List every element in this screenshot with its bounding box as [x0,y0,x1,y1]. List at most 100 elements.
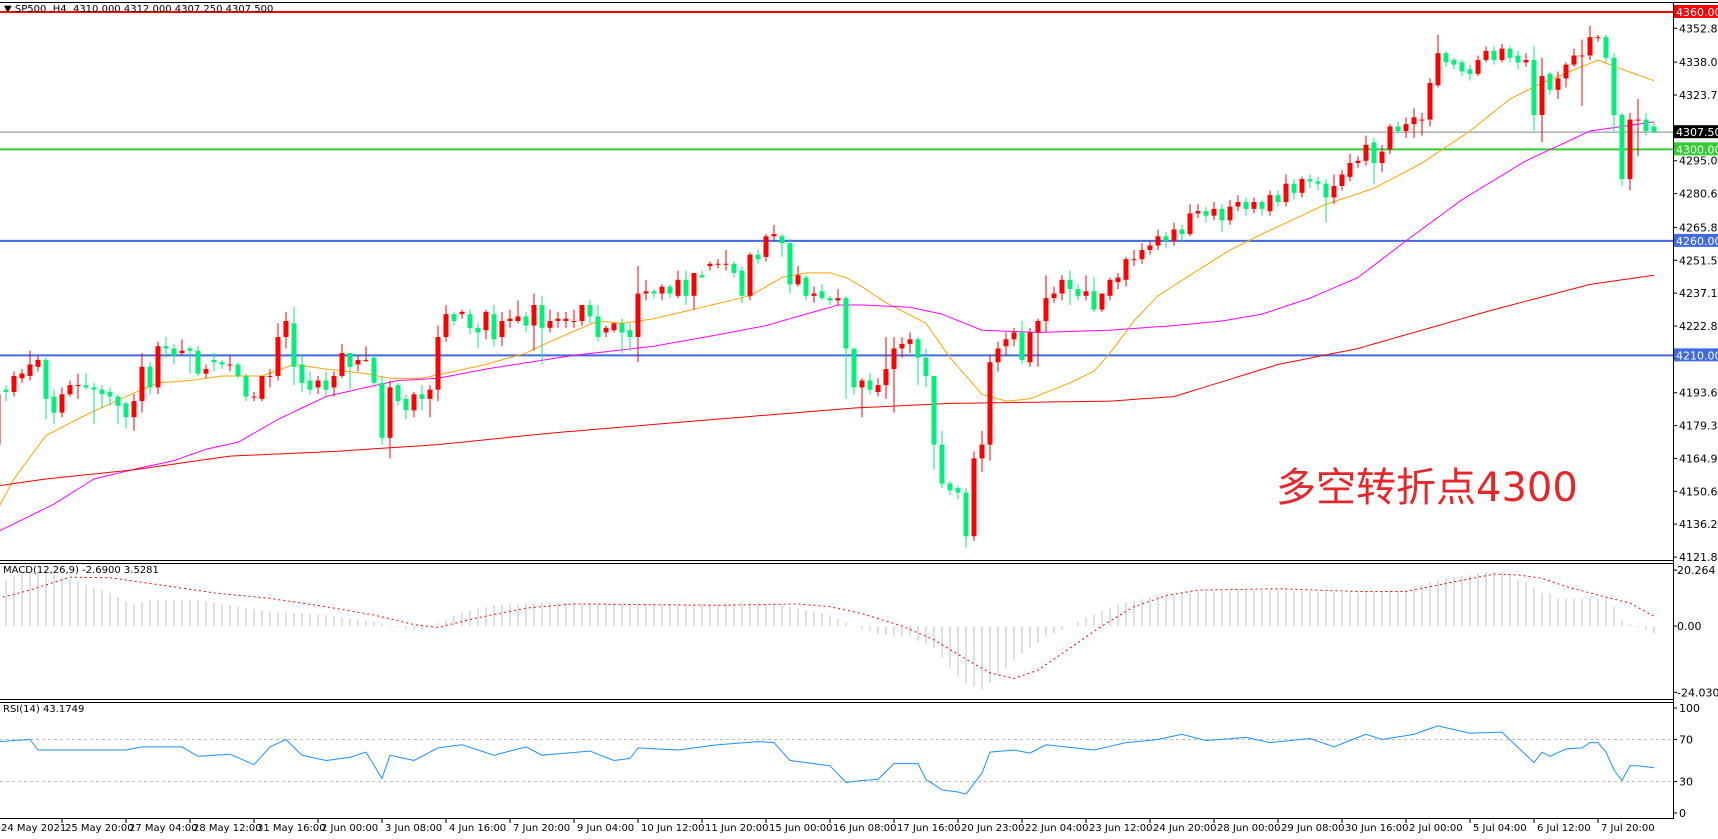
candle-body [987,362,993,445]
candle [251,391,257,402]
candle-body [1155,236,1161,246]
candle [1611,53,1617,132]
candle [203,364,209,379]
candle [35,355,41,372]
candle-body [91,387,97,390]
candle [819,284,825,301]
candle-body [787,243,793,285]
candle [1603,34,1609,63]
candle [211,353,217,372]
candle [491,304,497,347]
candle-body [1251,201,1257,209]
candle [1643,112,1649,136]
candle-body [155,346,161,388]
candle-body [35,359,41,367]
candle [883,337,889,399]
candle-body [571,321,577,323]
candle [835,288,841,305]
candle-body [627,330,633,338]
candle-body [619,323,625,333]
candle-body [1227,206,1233,221]
candle-body [1267,195,1273,212]
candle [811,286,817,303]
candle-body [1163,236,1169,241]
candle [307,371,313,395]
candle-body [1491,50,1497,61]
candle [1171,222,1177,246]
candle-body [139,366,145,402]
candle-body [827,298,833,301]
candle-body [283,321,289,338]
candle [603,325,609,338]
candle-body [147,366,153,388]
candle-body [467,314,473,328]
candle [459,309,465,319]
candle-body [1347,163,1353,177]
symbol: SP500 [14,4,47,15]
candle [595,304,601,342]
candle [1035,318,1041,367]
candle-body [339,353,345,376]
candle-body [819,291,825,299]
candle [923,348,929,388]
candle [1067,270,1073,305]
candle-body [595,316,601,338]
candle-body [955,488,961,493]
candle-body [243,375,249,397]
candle [563,311,569,328]
candle [195,346,201,376]
candle-body [1107,279,1113,296]
candle [1459,60,1465,77]
candle [0,394,1,445]
candle [379,375,385,445]
candle [731,261,737,278]
candle-body [1603,37,1609,58]
candle-body [131,401,137,418]
candle-body [1187,213,1193,235]
time-label: 7 Jul 20:00 [1601,823,1655,834]
candle-body [403,398,409,411]
time-label: 25 May 20:00 [65,823,134,834]
time-label: 28 Jun 00:00 [1217,823,1281,834]
candle [339,343,345,379]
candle [499,311,505,347]
candle [1515,50,1521,70]
candle-body [859,380,865,388]
candle-body [259,375,265,399]
candle-body [491,314,497,340]
candle-body [1027,332,1033,363]
candle-body [939,444,945,484]
candle-body [1075,288,1081,296]
candle-body [563,318,569,322]
candle-body [771,234,777,237]
candle-body [1003,339,1009,347]
candle-body [1035,321,1041,333]
price-line-label: 4360.000 [1676,6,1718,19]
triangle-down-icon[interactable]: ▼ [4,4,15,15]
candle-body [675,279,681,296]
candle [1211,201,1217,221]
candle [1339,169,1345,191]
macd-signal-line [0,573,1655,679]
candle-body [803,277,809,296]
candle [651,288,657,299]
candle [1579,39,1585,106]
candle-body [723,263,729,265]
candle [1363,135,1369,166]
rsi-tick-label: 30 [1679,776,1693,789]
candle [331,371,337,397]
time-label: 24 Jun 20:00 [1153,823,1217,834]
candle [1259,199,1265,216]
candle [1299,176,1305,198]
candle-body [379,382,385,438]
candle-body [1179,229,1185,235]
time-label: 10 Jun 12:00 [641,823,705,834]
candle-body [1587,37,1593,56]
time-label: 23 Jun 12:00 [1089,823,1153,834]
candle-body [707,263,713,267]
rsi-tick-label: 0 [1679,807,1686,820]
candle [91,382,97,425]
candle-body [979,444,985,459]
time-label: 6 Jul 12:00 [1537,823,1591,834]
